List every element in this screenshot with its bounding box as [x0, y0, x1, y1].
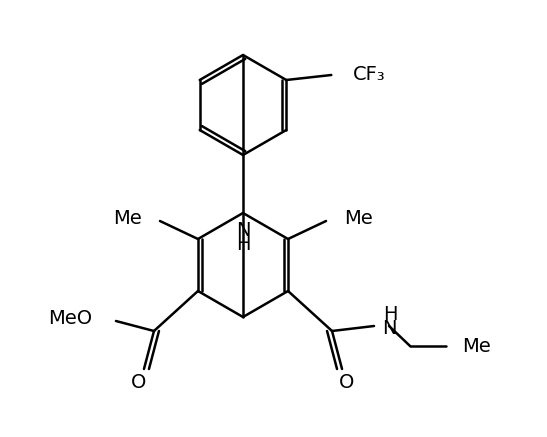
Text: O: O [131, 372, 147, 392]
Text: Me: Me [113, 209, 142, 229]
Text: CF₃: CF₃ [353, 66, 386, 84]
Text: O: O [339, 372, 354, 392]
Text: N: N [382, 319, 397, 339]
Text: Me: Me [462, 336, 491, 356]
Text: H: H [236, 235, 250, 254]
Text: H: H [383, 305, 398, 323]
Text: Me: Me [344, 209, 373, 229]
Text: N: N [236, 221, 250, 240]
Text: MeO: MeO [48, 309, 92, 329]
